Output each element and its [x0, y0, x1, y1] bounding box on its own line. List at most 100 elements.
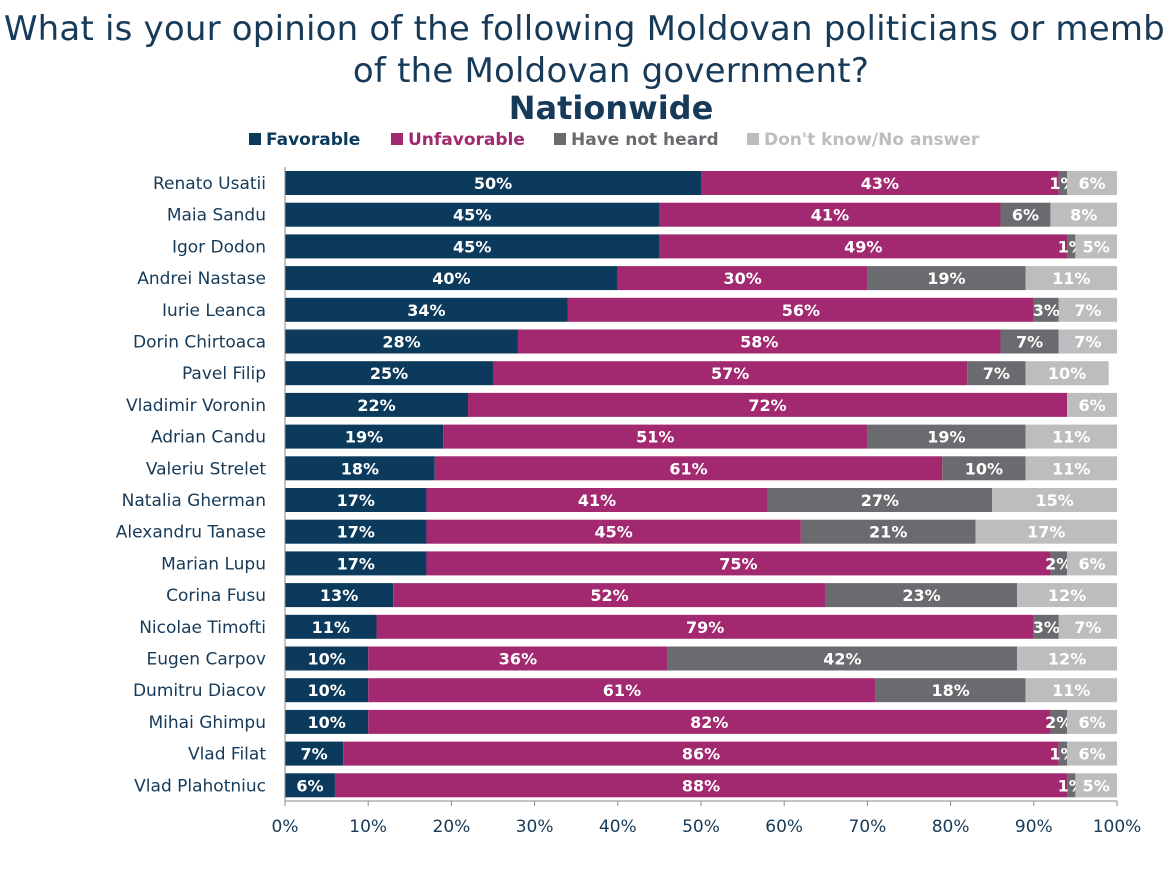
legend-swatch-favorable	[249, 133, 261, 145]
row-label-nicolae-timofti: Nicolae Timofti	[139, 618, 266, 638]
x-tick-label-40: 40%	[599, 817, 637, 837]
data-label-unfavorable-mihai-ghimpu: 82%	[690, 713, 728, 732]
bar-have-not-heard-dumitru-diacov	[875, 678, 1026, 703]
data-label-favorable-nicolae-timofti: 11%	[312, 618, 350, 637]
bar-favorable-mihai-ghimpu	[285, 709, 369, 734]
data-label-don-t-know-no-answer-andrei-nastase: 11%	[1052, 269, 1090, 288]
data-label-have-not-heard-eugen-carpov: 42%	[823, 650, 861, 669]
data-label-unfavorable-renato-usatii: 43%	[861, 174, 899, 193]
x-tick-label-0: 0%	[272, 817, 299, 837]
data-label-unfavorable-adrian-candu: 51%	[636, 428, 674, 447]
data-label-don-t-know-no-answer-igor-dodon: 5%	[1083, 237, 1110, 256]
data-label-have-not-heard-pavel-filip: 7%	[983, 364, 1010, 383]
data-label-unfavorable-natalia-gherman: 41%	[578, 491, 616, 510]
bar-have-not-heard-vlad-filat	[1058, 741, 1068, 766]
bar-don-t-know-no-answer-iurie-leanca	[1058, 297, 1117, 322]
bar-have-not-heard-renato-usatii	[1058, 171, 1068, 195]
bar-favorable-nicolae-timofti	[285, 614, 377, 639]
data-label-don-t-know-no-answer-marian-lupu: 6%	[1078, 554, 1105, 573]
data-label-don-t-know-no-answer-adrian-candu: 11%	[1052, 428, 1090, 447]
bar-have-not-heard-maia-sandu	[1000, 202, 1051, 227]
data-label-favorable-iurie-leanca: 34%	[407, 301, 445, 320]
bar-have-not-heard-marian-lupu	[1050, 551, 1068, 576]
row-label-maia-sandu: Maia Sandu	[167, 206, 266, 226]
data-label-don-t-know-no-answer-dumitru-diacov: 11%	[1052, 681, 1090, 700]
x-tick-label-30: 30%	[516, 817, 554, 837]
bar-favorable-renato-usatii	[285, 171, 701, 195]
bar-don-t-know-no-answer-adrian-candu	[1025, 424, 1117, 449]
bar-favorable-andrei-nastase	[285, 266, 618, 291]
bar-have-not-heard-alexandru-tanase	[800, 519, 976, 544]
row-label-eugen-carpov: Eugen Carpov	[147, 650, 266, 670]
data-label-have-not-heard-marian-lupu: 2%	[1045, 554, 1072, 573]
data-label-unfavorable-pavel-filip: 57%	[711, 364, 749, 383]
bar-have-not-heard-adrian-candu	[867, 424, 1026, 449]
row-label-dorin-chirtoaca: Dorin Chirtoaca	[133, 333, 266, 353]
data-label-don-t-know-no-answer-maia-sandu: 8%	[1070, 206, 1097, 225]
data-label-have-not-heard-iurie-leanca: 3%	[1033, 301, 1060, 320]
x-tick-label-60: 60%	[765, 817, 803, 837]
bar-unfavorable-corina-fusu	[393, 583, 826, 608]
data-label-have-not-heard-andrei-nastase: 19%	[927, 269, 965, 288]
legend-label-unfavorable: Unfavorable	[408, 130, 525, 150]
bar-have-not-heard-igor-dodon	[1067, 234, 1076, 259]
x-tick-label-70: 70%	[849, 817, 887, 837]
data-label-favorable-marian-lupu: 17%	[337, 554, 375, 573]
data-label-favorable-dumitru-diacov: 10%	[307, 681, 345, 700]
bar-don-t-know-no-answer-nicolae-timofti	[1058, 614, 1117, 639]
bar-favorable-alexandru-tanase	[285, 519, 427, 544]
bar-favorable-pavel-filip	[285, 361, 493, 386]
data-label-have-not-heard-dumitru-diacov: 18%	[931, 681, 969, 700]
bar-favorable-vlad-plahotniuc	[285, 773, 335, 798]
row-label-alexandru-tanase: Alexandru Tanase	[116, 523, 266, 543]
data-label-favorable-adrian-candu: 19%	[345, 428, 383, 447]
data-label-favorable-corina-fusu: 13%	[320, 586, 358, 605]
bar-have-not-heard-iurie-leanca	[1033, 297, 1059, 322]
bar-have-not-heard-vlad-plahotniuc	[1067, 773, 1076, 798]
data-label-don-t-know-no-answer-vlad-filat: 6%	[1078, 745, 1105, 764]
bar-unfavorable-renato-usatii	[701, 171, 1059, 195]
x-tick-label-90: 90%	[1015, 817, 1053, 837]
bar-don-t-know-no-answer-vlad-plahotniuc	[1075, 773, 1117, 798]
legend-label-favorable: Favorable	[266, 130, 361, 150]
data-label-unfavorable-vlad-plahotniuc: 88%	[682, 776, 720, 795]
data-label-have-not-heard-dorin-chirtoaca: 7%	[1016, 333, 1043, 352]
row-label-vladimir-voronin: Vladimir Voronin	[126, 396, 266, 416]
row-label-igor-dodon: Igor Dodon	[172, 237, 266, 257]
bar-favorable-adrian-candu	[285, 424, 444, 449]
bar-favorable-vladimir-voronin	[285, 392, 469, 417]
data-label-have-not-heard-maia-sandu: 6%	[1012, 206, 1039, 225]
bar-have-not-heard-andrei-nastase	[867, 266, 1026, 291]
legend-label-dont-know: Don't know/No answer	[764, 130, 980, 150]
legend-swatch-dont-know	[747, 133, 759, 145]
data-label-favorable-maia-sandu: 45%	[453, 206, 491, 225]
bar-favorable-dorin-chirtoaca	[285, 329, 518, 354]
data-label-don-t-know-no-answer-dorin-chirtoaca: 7%	[1074, 333, 1101, 352]
bar-unfavorable-igor-dodon	[659, 234, 1068, 259]
bar-favorable-iurie-leanca	[285, 297, 568, 322]
data-label-favorable-alexandru-tanase: 17%	[337, 523, 375, 542]
x-tick-label-10: 10%	[349, 817, 387, 837]
data-label-unfavorable-igor-dodon: 49%	[844, 237, 882, 256]
data-label-unfavorable-eugen-carpov: 36%	[499, 650, 537, 669]
data-label-favorable-vlad-filat: 7%	[301, 745, 328, 764]
x-tick-label-50: 50%	[682, 817, 720, 837]
row-label-renato-usatii: Renato Usatii	[153, 174, 266, 194]
data-label-don-t-know-no-answer-vladimir-voronin: 6%	[1078, 396, 1105, 415]
bar-have-not-heard-eugen-carpov	[667, 646, 1018, 671]
chart-title: What is your opinion of the following Mo…	[3, 9, 1165, 91]
data-label-don-t-know-no-answer-valeriu-strelet: 11%	[1052, 459, 1090, 478]
data-label-favorable-renato-usatii: 50%	[474, 174, 512, 193]
bar-unfavorable-vlad-plahotniuc	[334, 773, 1068, 798]
bar-favorable-igor-dodon	[285, 234, 660, 259]
row-label-vlad-plahotniuc: Vlad Plahotniuc	[134, 776, 266, 796]
data-label-don-t-know-no-answer-vlad-plahotniuc: 5%	[1083, 776, 1110, 795]
data-label-unfavorable-iurie-leanca: 56%	[782, 301, 820, 320]
row-label-adrian-candu: Adrian Candu	[151, 428, 266, 448]
data-label-unfavorable-corina-fusu: 52%	[590, 586, 628, 605]
x-tick-label-100: 100%	[1093, 817, 1142, 837]
bar-unfavorable-vladimir-voronin	[468, 392, 1068, 417]
chart-subtitle: Nationwide	[508, 89, 714, 127]
bar-unfavorable-mihai-ghimpu	[368, 709, 1051, 734]
